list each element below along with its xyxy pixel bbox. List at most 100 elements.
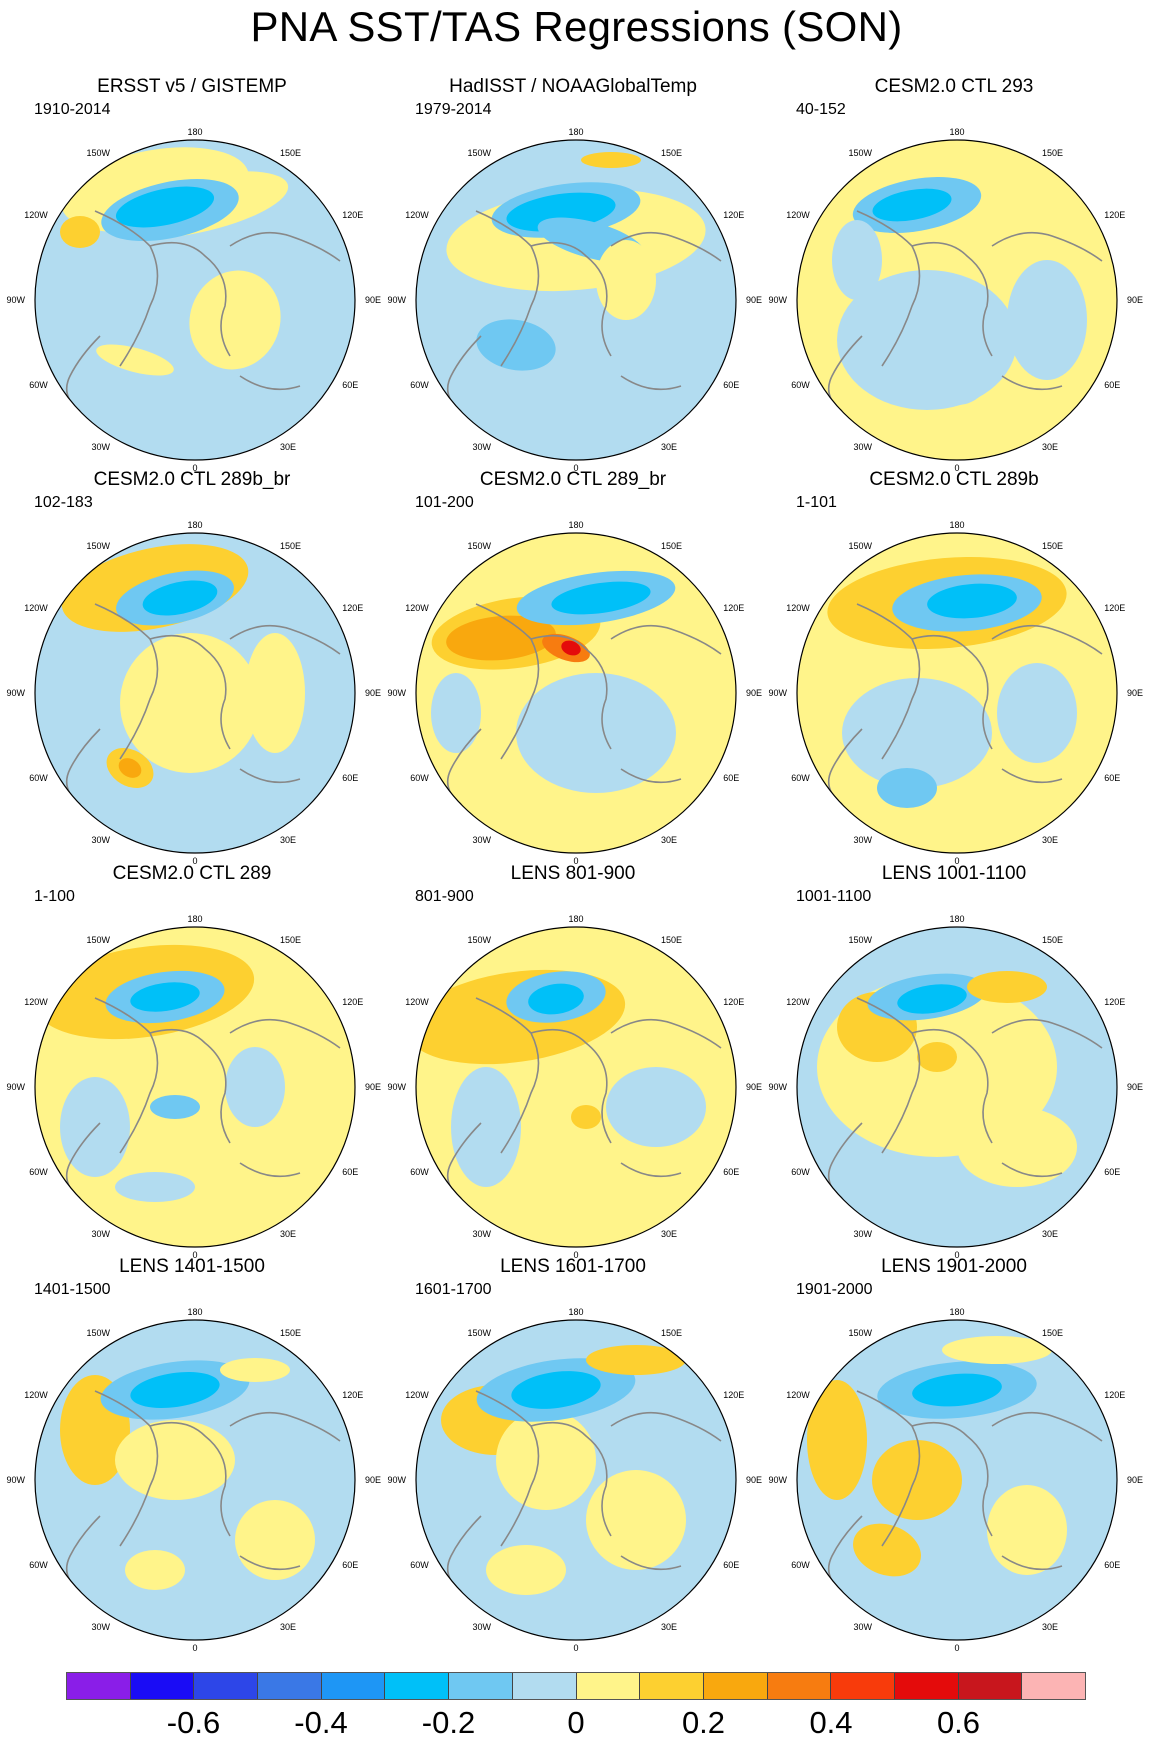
- longitude-label: 120W: [786, 603, 810, 613]
- anomaly-contour: [96, 344, 174, 376]
- panel-title: CESM2.0 CTL 289b_br: [93, 469, 291, 490]
- polar-map: 180 150E 120E 90E 60E 30E 0 30W 60W 90W 120W 150W: [768, 914, 1143, 1258]
- longitude-label: 120W: [786, 1390, 810, 1400]
- longitude-label: 60E: [1104, 1167, 1120, 1177]
- coastline: [991, 1018, 1103, 1049]
- panel-title: LENS 801-900: [510, 863, 636, 884]
- longitude-label: 0: [192, 1643, 197, 1651]
- coastline: [229, 1411, 341, 1442]
- polar-map: 180 150E 120E 90E 60E 30E 0 30W 60W 90W 120W 150W: [6, 520, 381, 864]
- map-panel: LENS 1401-1500 1401-1500 180 150E 120E 90E 60E…: [0, 1256, 384, 1651]
- longitude-label: 150W: [86, 148, 110, 158]
- coastline: [610, 231, 722, 262]
- longitude-label: 60W: [791, 773, 810, 783]
- coastline: [229, 1018, 341, 1049]
- longitude-label: 60E: [723, 1167, 739, 1177]
- colorbar-swatch: [703, 1673, 768, 1699]
- longitude-label: 0: [573, 856, 578, 864]
- coastline: [620, 1555, 682, 1571]
- longitude-label: 0: [192, 1250, 197, 1258]
- longitude-label: 120E: [1104, 210, 1125, 220]
- polar-map: 180 150E 120E 90E 60E 30E 0 30W 60W 90W 120W 150W: [387, 1307, 762, 1651]
- anomaly-contour: [571, 1105, 601, 1129]
- colorbar-swatch: [449, 1673, 513, 1699]
- longitude-label: 90W: [387, 1475, 406, 1485]
- colorbar-swatch: [640, 1673, 704, 1699]
- longitude-label: 120E: [342, 210, 363, 220]
- longitude-label: 180: [949, 1307, 964, 1317]
- coastline: [610, 624, 722, 655]
- longitude-label: 30E: [1042, 835, 1058, 845]
- colorbar: [66, 1672, 1086, 1700]
- coastline: [991, 1411, 1103, 1442]
- colorbar-label: 0: [567, 1705, 585, 1740]
- panel-years: 1-101: [796, 494, 837, 511]
- coastline: [620, 1162, 682, 1178]
- map-border: [34, 926, 356, 1248]
- longitude-label: 180: [187, 127, 202, 137]
- map-border: [796, 532, 1118, 854]
- anomaly-contour: [189, 270, 281, 370]
- map-panel: CESM2.0 CTL 289b_br 102-183 180 150E 120E 90E…: [0, 469, 384, 864]
- polar-map: 180 150E 120E 90E 60E 30E 0 30W 60W 90W 120W 150W: [6, 914, 381, 1258]
- longitude-label: 150E: [280, 148, 301, 158]
- longitude-label: 60E: [342, 380, 358, 390]
- panel-title: LENS 1901-2000: [881, 1256, 1027, 1277]
- coastline: [1001, 375, 1063, 391]
- colorbar-label: -0.4: [294, 1705, 348, 1740]
- longitude-label: 60W: [29, 380, 48, 390]
- coastline: [1001, 1555, 1063, 1571]
- coastline: [149, 634, 231, 750]
- colorbar-swatch: [767, 1673, 832, 1699]
- anomaly-contour: [606, 1067, 706, 1147]
- longitude-label: 120W: [24, 603, 48, 613]
- map-border: [415, 926, 737, 1248]
- anomaly-contour: [997, 663, 1077, 763]
- longitude-label: 120W: [405, 603, 429, 613]
- longitude-label: 90E: [365, 1475, 381, 1485]
- longitude-label: 60W: [791, 1167, 810, 1177]
- anomaly-contour: [130, 982, 200, 1012]
- longitude-label: 180: [568, 914, 583, 924]
- panel-years: 40-152: [796, 101, 846, 118]
- longitude-label: 30E: [280, 835, 296, 845]
- longitude-label: 90E: [746, 1475, 762, 1485]
- coastline: [475, 603, 540, 760]
- longitude-label: 120W: [786, 997, 810, 1007]
- longitude-label: 90E: [1127, 1475, 1143, 1485]
- coastline: [239, 375, 301, 391]
- colorbar-swatch: [576, 1673, 641, 1699]
- longitude-label: 0: [954, 856, 959, 864]
- longitude-label: 60W: [410, 1560, 429, 1570]
- anomaly-contour: [150, 1095, 200, 1119]
- polar-map: 180 150E 120E 90E 60E 30E 0 30W 60W 90W 120W 150W: [768, 127, 1143, 471]
- panel-years: 801-900: [415, 888, 474, 905]
- anomaly-contour: [451, 1067, 521, 1187]
- coastline: [475, 1390, 540, 1547]
- anomaly-contour: [912, 1373, 1002, 1407]
- longitude-label: 150E: [280, 541, 301, 551]
- panel-title: ERSST v5 / GISTEMP: [97, 76, 287, 97]
- coastline: [856, 997, 921, 1154]
- panel-title: HadISST / NOAAGlobalTemp: [449, 76, 697, 97]
- anomaly-contour: [596, 240, 656, 320]
- longitude-label: 150E: [661, 935, 682, 945]
- panel-title: LENS 1001-1100: [881, 863, 1027, 884]
- longitude-label: 180: [568, 1307, 583, 1317]
- longitude-label: 30E: [1042, 1229, 1058, 1239]
- longitude-label: 90W: [6, 295, 25, 305]
- longitude-label: 150E: [661, 1328, 682, 1338]
- anomaly-contour: [581, 152, 641, 168]
- longitude-label: 90W: [6, 1475, 25, 1485]
- longitude-label: 0: [573, 1643, 578, 1651]
- longitude-label: 60E: [1104, 1560, 1120, 1570]
- longitude-label: 120W: [405, 997, 429, 1007]
- anomaly-contour: [120, 633, 260, 773]
- anomaly-contour: [917, 1042, 957, 1072]
- longitude-label: 60W: [410, 380, 429, 390]
- anomaly-contour: [528, 983, 584, 1015]
- longitude-label: 30W: [853, 1229, 872, 1239]
- longitude-label: 90W: [768, 1082, 787, 1092]
- map-border: [415, 139, 737, 461]
- anomaly-contour: [897, 984, 967, 1014]
